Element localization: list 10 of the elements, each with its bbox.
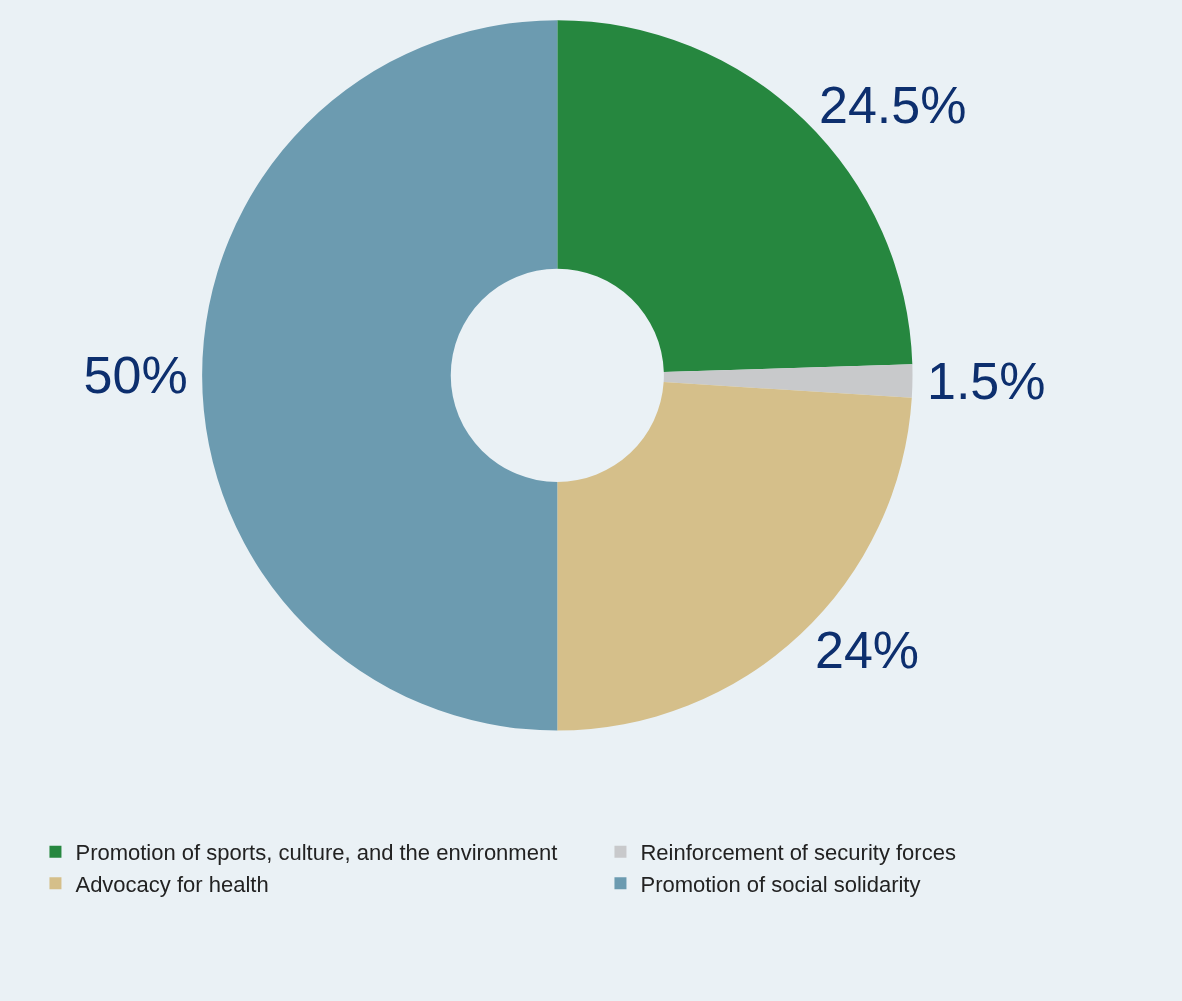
legend-label: Advocacy for health xyxy=(75,871,269,897)
legend-label: Promotion of sports, culture, and the environment xyxy=(75,840,558,866)
data-label: 24.5% xyxy=(818,76,967,135)
data-label: 1.5% xyxy=(926,351,1046,410)
data-label: 50% xyxy=(83,346,188,405)
legend-label: Promotion of social solidarity xyxy=(640,871,921,897)
donut-slice xyxy=(202,20,558,731)
donut-slice xyxy=(663,364,913,398)
legend-label: Reinforcement of security forces xyxy=(640,840,956,866)
data-label: 24% xyxy=(814,620,920,679)
